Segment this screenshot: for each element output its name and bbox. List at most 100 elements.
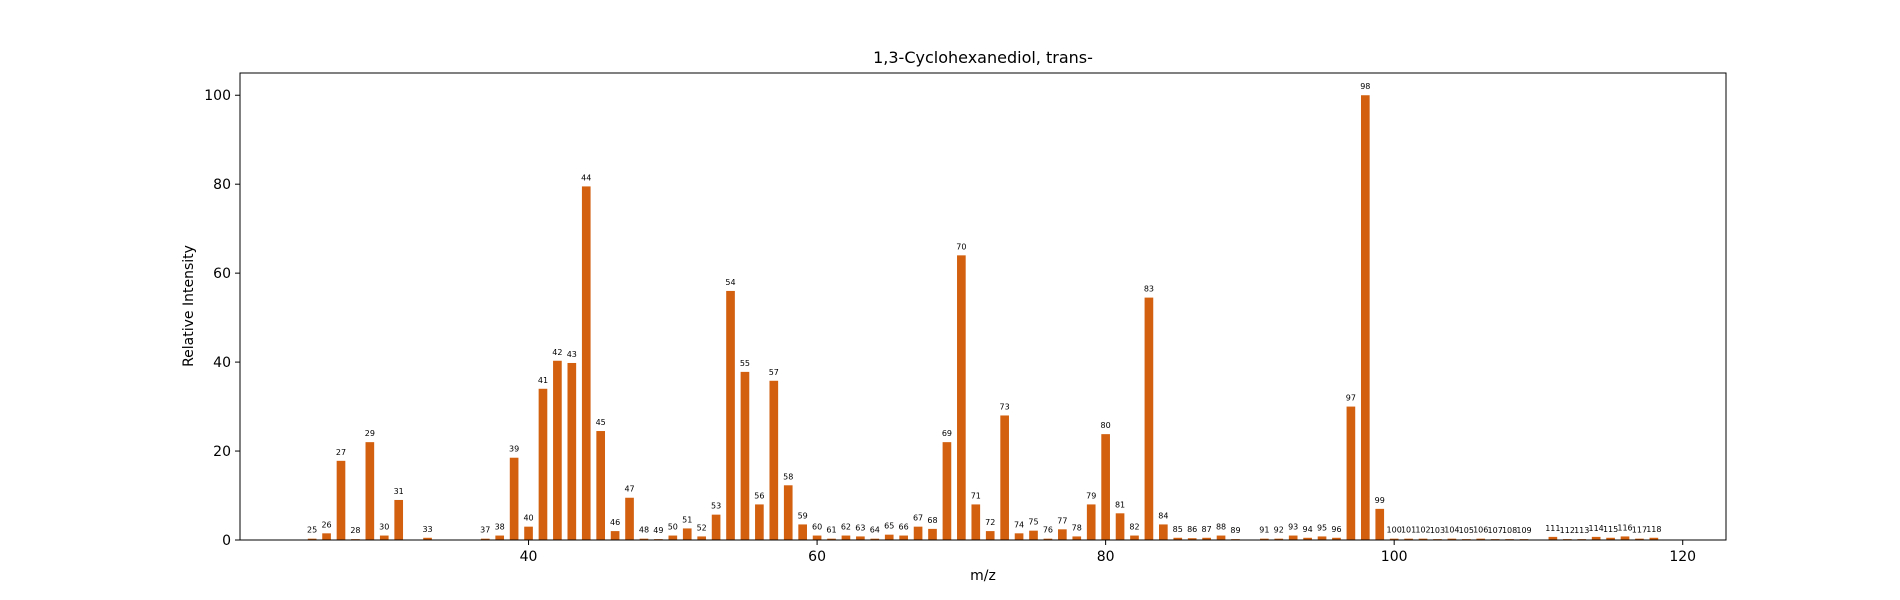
bar-label: 37	[480, 526, 490, 535]
bar	[1274, 538, 1284, 540]
bar-label: 94	[1303, 525, 1313, 534]
bar-label: 62	[841, 523, 851, 532]
bar	[711, 514, 721, 540]
bar	[1288, 535, 1298, 540]
bar	[769, 380, 779, 540]
bar	[1346, 406, 1356, 540]
bar-label: 28	[350, 526, 360, 535]
bar-label: 29	[365, 429, 375, 438]
bar	[1216, 535, 1226, 540]
y-tick-label: 100	[204, 88, 231, 104]
bar-label: 106	[1473, 526, 1488, 535]
bar-label: 107	[1488, 526, 1503, 535]
bar-label: 82	[1129, 523, 1139, 532]
bar	[1000, 415, 1009, 540]
bar	[423, 537, 432, 540]
bar	[1649, 537, 1659, 540]
bar-label: 27	[336, 448, 346, 457]
bar-label: 61	[826, 526, 836, 535]
bar-label: 47	[624, 485, 634, 494]
bar	[336, 460, 346, 540]
bar-labels: 25 26 27 28 29 30 31 33 37 38 39 40 41 42 43 44 45 46 47 48…	[307, 82, 1661, 535]
bar	[1029, 530, 1038, 540]
bar-label: 104	[1444, 526, 1459, 535]
bar-label: 80	[1101, 421, 1111, 430]
bar-label: 101	[1401, 526, 1416, 535]
bar	[567, 362, 577, 540]
bar-label: 51	[682, 515, 692, 524]
bar	[480, 538, 490, 540]
bar-label: 109	[1516, 526, 1531, 535]
plot-frame	[239, 72, 1727, 541]
bar	[1260, 538, 1269, 540]
bar	[639, 538, 649, 540]
bar-label: 83	[1144, 285, 1154, 294]
bar-label: 63	[855, 523, 865, 532]
bar-label: 114	[1589, 524, 1604, 533]
bar-label: 57	[769, 368, 779, 377]
chart-title: 1,3-Cyclohexanediol, trans-	[873, 48, 1093, 67]
bar-label: 50	[668, 523, 678, 532]
bar	[1101, 434, 1110, 540]
bar	[971, 504, 981, 540]
bar	[1591, 536, 1601, 540]
bar	[1332, 537, 1341, 540]
bar	[509, 457, 519, 540]
bar-label: 116	[1617, 523, 1632, 532]
bar-label: 69	[942, 429, 952, 438]
bar	[1447, 538, 1457, 540]
bar-label: 87	[1202, 525, 1212, 534]
bar	[668, 535, 678, 540]
bar	[365, 442, 375, 540]
bar	[1418, 538, 1428, 540]
x-axis-ticks: 40 60 80 100 120	[520, 540, 1696, 565]
bar-label: 91	[1259, 526, 1269, 535]
y-tick-label: 20	[213, 444, 231, 460]
bar-label: 58	[783, 472, 793, 481]
bar-label: 42	[552, 348, 562, 357]
bar	[1317, 536, 1327, 540]
bar-label: 59	[798, 511, 808, 520]
bar-label: 74	[1014, 520, 1024, 529]
bar-label: 85	[1173, 525, 1183, 534]
bar	[798, 524, 807, 540]
bar-label: 112	[1560, 526, 1575, 535]
y-tick-label: 40	[213, 355, 231, 371]
bar-label: 73	[1000, 402, 1010, 411]
y-axis-label: Relative Intensity	[181, 245, 197, 367]
bar	[1173, 537, 1183, 540]
bar	[841, 535, 851, 540]
y-axis-ticks: 0 20 40 60 80 100	[204, 88, 240, 549]
bar	[394, 499, 404, 540]
bar-label: 55	[740, 359, 750, 368]
x-tick-label: 100	[1381, 549, 1408, 565]
bar	[1115, 513, 1125, 540]
spectrum-bars	[307, 95, 1659, 540]
bar-label: 78	[1072, 523, 1082, 532]
bar-label: 52	[697, 523, 707, 532]
bar-label: 65	[884, 522, 894, 531]
bar-label: 45	[596, 418, 606, 427]
bar	[1086, 504, 1096, 540]
bar-label: 68	[927, 516, 937, 525]
x-tick-label: 120	[1669, 549, 1696, 565]
bar-label: 30	[379, 523, 389, 532]
bar-label: 41	[538, 376, 548, 385]
bar	[942, 442, 952, 540]
x-axis-label: m/z	[970, 568, 996, 584]
bar	[1360, 95, 1370, 540]
bar	[1476, 538, 1486, 540]
bar	[1389, 538, 1399, 540]
bar-label: 76	[1043, 526, 1053, 535]
bar-label: 115	[1603, 525, 1618, 534]
bar	[740, 371, 750, 540]
bar-label: 54	[725, 278, 735, 287]
bar-label: 31	[394, 487, 404, 496]
bar	[928, 528, 937, 540]
bar	[1375, 508, 1385, 540]
bar-label: 81	[1115, 500, 1125, 509]
bar-label: 49	[653, 526, 663, 535]
bar	[379, 535, 389, 540]
